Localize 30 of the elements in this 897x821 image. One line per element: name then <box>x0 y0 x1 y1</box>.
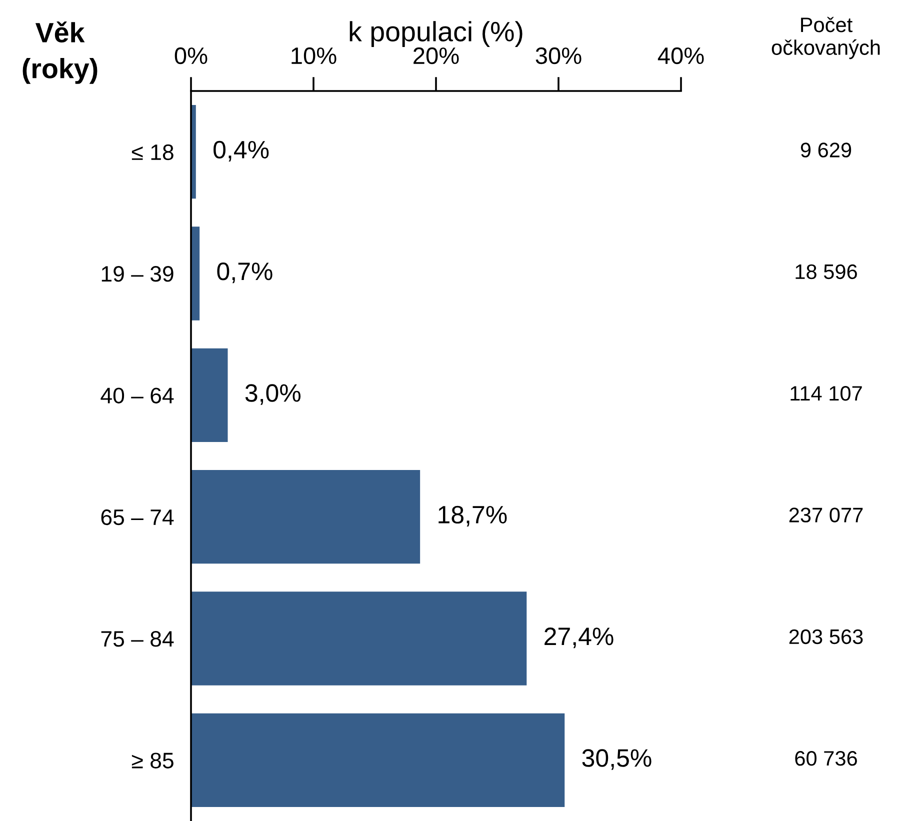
data-label: 0,4% <box>214 140 269 162</box>
y-tick-label: 75 – 84 <box>101 631 174 647</box>
bar <box>191 592 527 686</box>
x-tick-label: 30% <box>536 47 582 64</box>
data-label: 0,7% <box>217 262 272 284</box>
text: Počet očkovaných <box>772 16 880 60</box>
x-tick-label: 0% <box>174 47 208 64</box>
x-tick-label: 20% <box>414 47 459 64</box>
data-label: 27,4% <box>544 628 614 648</box>
text: 60 736 <box>795 751 857 766</box>
y-tick-label: ≤ 18 <box>132 144 174 160</box>
text: 114 107 <box>790 386 862 401</box>
y-tick-label: 65 – 74 <box>101 509 174 526</box>
x-tick-label: 40% <box>658 47 704 64</box>
y-tick-label: 40 – 64 <box>100 388 174 404</box>
y-tick-label: 19 – 39 <box>102 266 174 282</box>
text: 9 629 <box>800 142 852 158</box>
text: 18 596 <box>796 264 857 280</box>
bar <box>191 713 565 808</box>
data-label: 3,0% <box>245 384 301 405</box>
bar <box>191 470 420 564</box>
y-tick-label: ≥ 85 <box>132 752 174 768</box>
x-axis-title: k populaci (%) <box>350 21 522 47</box>
text: 237 077 <box>789 508 863 522</box>
y-axis-title: Věk (roky) <box>22 21 98 84</box>
data-label: 18,7% <box>438 506 507 526</box>
bar <box>191 348 228 442</box>
data-label: 30,5% <box>582 749 652 770</box>
text: 203 563 <box>789 629 863 644</box>
x-tick-label: 10% <box>292 47 336 64</box>
